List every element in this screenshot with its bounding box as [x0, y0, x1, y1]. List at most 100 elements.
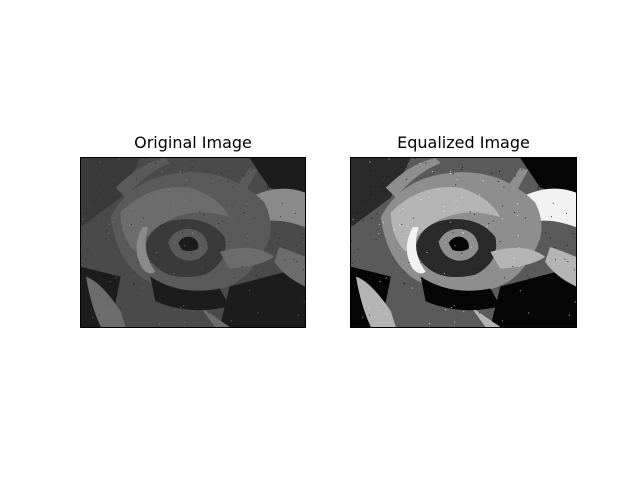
noise-speckle: [295, 244, 297, 246]
noise-speckle: [203, 213, 205, 215]
noise-speckle: [302, 265, 304, 267]
noise-speckle: [405, 232, 407, 234]
noise-speckle: [455, 200, 457, 202]
noise-speckle: [284, 259, 286, 261]
noise-speckle: [503, 186, 505, 188]
noise-speckle: [109, 281, 111, 283]
leaf: [199, 306, 230, 327]
noise-speckle: [357, 248, 359, 250]
noise-speckle: [479, 194, 481, 196]
noise-speckle: [567, 260, 569, 262]
noise-speckle: [386, 313, 388, 315]
noise-speckle: [369, 161, 371, 163]
noise-speckle: [279, 237, 281, 239]
noise-speckle: [508, 287, 510, 289]
equalized-image-title: Equalized Image: [397, 133, 530, 152]
noise-speckle: [376, 213, 378, 215]
noise-speckle: [499, 241, 501, 243]
noise-speckle: [190, 168, 192, 170]
noise-speckle: [248, 266, 250, 268]
noise-speckle: [134, 283, 136, 285]
noise-speckle: [520, 314, 522, 316]
noise-speckle: [247, 247, 249, 249]
noise-speckle: [99, 169, 101, 171]
noise-speckle: [99, 161, 101, 163]
noise-speckle: [199, 211, 201, 213]
noise-speckle: [115, 277, 117, 279]
noise-speckle: [454, 304, 456, 306]
noise-speckle: [81, 240, 82, 242]
noise-speckle: [444, 309, 446, 311]
noise-speckle: [246, 203, 248, 205]
noise-speckle: [563, 293, 565, 295]
noise-speckle: [302, 269, 304, 271]
equalized-image-axes: [350, 157, 577, 328]
noise-speckle: [566, 244, 568, 246]
noise-speckle: [227, 181, 229, 183]
noise-speckle: [450, 170, 452, 172]
noise-speckle: [449, 221, 451, 223]
noise-speckle: [216, 225, 218, 227]
noise-speckle: [475, 268, 477, 270]
noise-speckle: [123, 228, 125, 230]
noise-speckle: [208, 194, 210, 196]
noise-speckle: [462, 166, 464, 168]
noise-speckle: [491, 172, 493, 174]
noise-speckle: [370, 193, 372, 195]
noise-speckle: [212, 180, 214, 182]
noise-speckle: [443, 206, 445, 208]
noise-speckle: [419, 162, 421, 164]
noise-speckle: [378, 233, 380, 235]
noise-speckle: [407, 225, 409, 227]
noise-speckle: [112, 221, 114, 223]
noise-speckle: [158, 323, 160, 325]
noise-speckle: [406, 178, 408, 180]
noise-speckle: [116, 313, 118, 315]
noise-speckle: [192, 232, 194, 234]
noise-speckle: [408, 261, 410, 263]
noise-speckle: [378, 223, 380, 225]
noise-speckle: [429, 323, 431, 325]
noise-speckle: [482, 180, 484, 182]
noise-speckle: [504, 277, 506, 279]
noise-speckle: [205, 268, 207, 270]
noise-speckle: [172, 206, 174, 208]
noise-speckle: [281, 202, 283, 204]
noise-speckle: [501, 320, 503, 322]
noise-speckle: [519, 290, 521, 292]
noise-speckle: [518, 247, 520, 249]
noise-speckle: [297, 314, 299, 316]
noise-speckle: [516, 203, 518, 205]
rose-core: [448, 236, 469, 252]
noise-speckle: [488, 222, 490, 224]
rose-petal: [490, 247, 546, 269]
noise-speckle: [574, 301, 576, 303]
leaf: [274, 246, 305, 287]
rose-petal: [390, 186, 501, 252]
rose-shadow: [150, 276, 230, 311]
noise-speckle: [84, 290, 86, 292]
noise-speckle: [564, 258, 566, 260]
noise-speckle: [222, 220, 224, 222]
noise-speckle: [267, 300, 269, 302]
noise-speckle: [403, 271, 405, 273]
equalized-image-picture: [351, 158, 576, 327]
noise-speckle: [186, 179, 188, 181]
noise-speckle: [174, 309, 176, 311]
noise-speckle: [108, 233, 110, 235]
noise-speckle: [100, 193, 102, 195]
noise-speckle: [368, 314, 370, 316]
noise-speckle: [243, 212, 245, 214]
noise-speckle: [142, 217, 144, 219]
noise-speckle: [129, 224, 131, 226]
noise-speckle: [243, 257, 245, 259]
noise-speckle: [282, 175, 284, 177]
noise-speckle: [254, 217, 256, 219]
noise-speckle: [573, 265, 575, 267]
rose-petal-edge: [136, 227, 156, 274]
noise-speckle: [250, 169, 252, 171]
noise-speckle: [438, 189, 440, 191]
noise-speckle: [184, 245, 186, 247]
noise-speckle: [368, 306, 370, 308]
noise-speckle: [135, 178, 137, 180]
